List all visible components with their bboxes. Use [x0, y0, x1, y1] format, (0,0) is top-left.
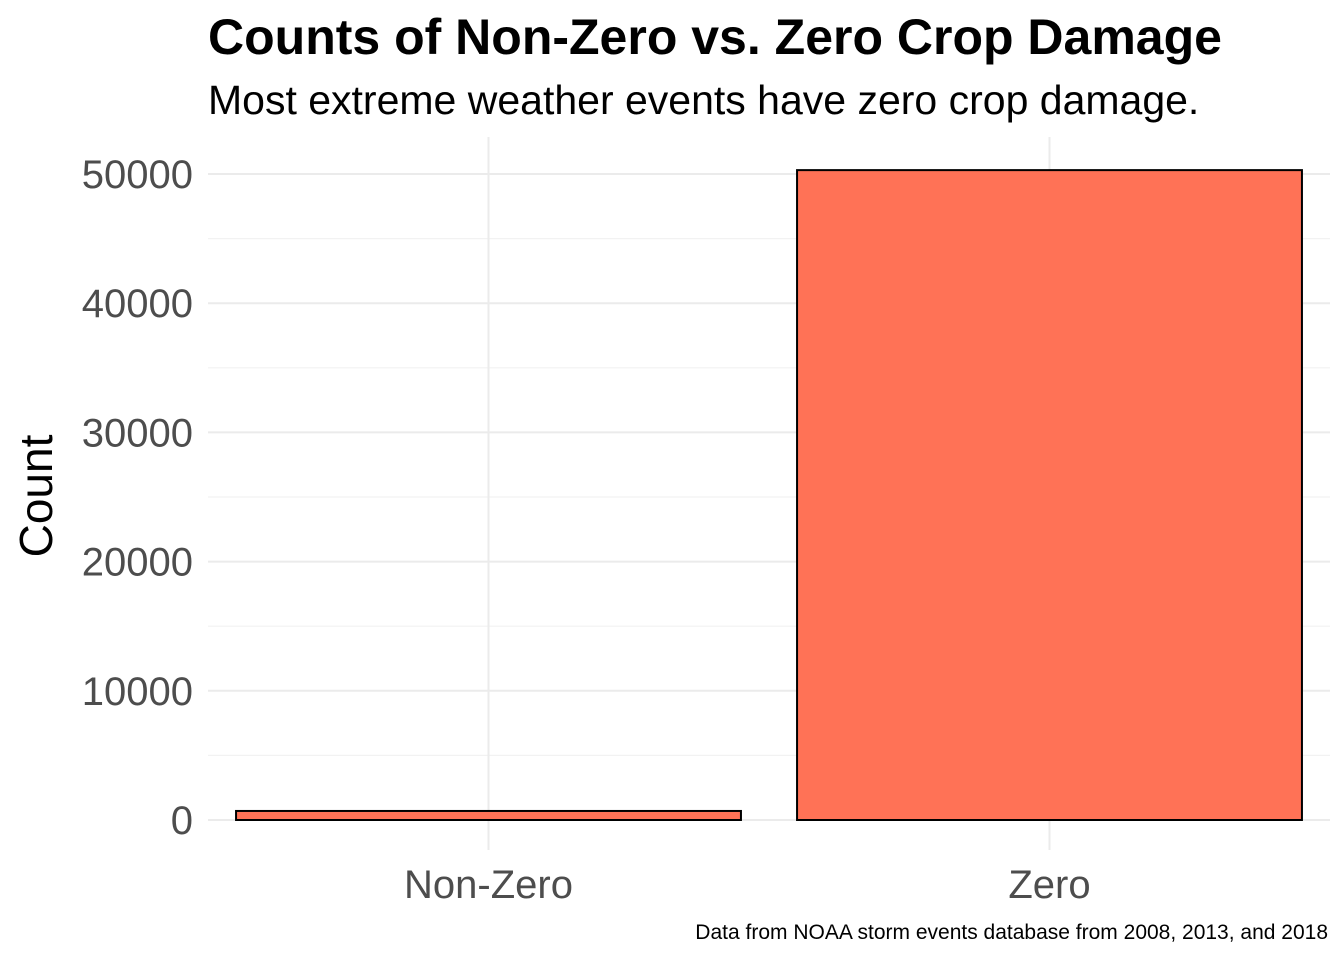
bar-zero: [796, 169, 1303, 821]
x-tick-label: Zero: [1008, 863, 1090, 907]
y-tick-label: 0: [171, 799, 193, 843]
bar-non-zero: [235, 809, 742, 821]
y-tick-label: 30000: [82, 411, 193, 455]
chart-subtitle: Most extreme weather events have zero cr…: [208, 77, 1200, 123]
y-tick-label: 50000: [82, 153, 193, 197]
y-tick-label: 10000: [82, 670, 193, 714]
x-tick-label: Non-Zero: [404, 863, 573, 907]
chart-title: Counts of Non-Zero vs. Zero Crop Damage: [208, 9, 1222, 65]
y-axis-title: Count: [10, 434, 62, 557]
x-tick-labels: Non-Zero Zero: [404, 863, 1091, 907]
chart-caption: Data from NOAA storm events database fro…: [695, 921, 1328, 944]
y-tick-label: 40000: [82, 282, 193, 326]
bar-layer: [235, 169, 1303, 821]
y-tick-label: 20000: [82, 541, 193, 585]
y-tick-labels: 0 10000 20000 30000 40000 50000: [82, 153, 193, 843]
